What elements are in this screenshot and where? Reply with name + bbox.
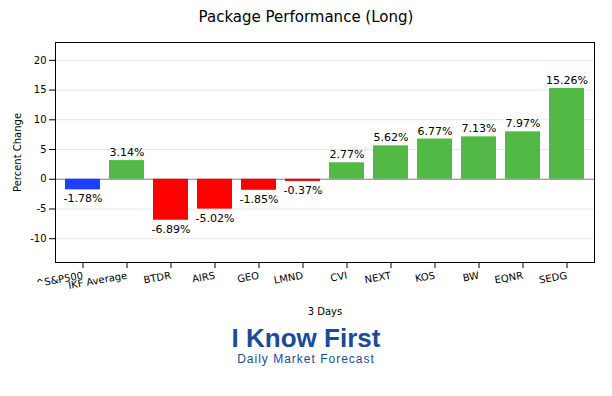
- svg-text:-1.85%: -1.85%: [240, 193, 279, 206]
- svg-text:BW: BW: [462, 270, 480, 284]
- svg-text:-1.78%: -1.78%: [64, 192, 103, 205]
- svg-text:KOS: KOS: [414, 270, 436, 284]
- svg-text:NEXT: NEXT: [364, 270, 393, 286]
- svg-text:Percent Change: Percent Change: [12, 113, 23, 192]
- svg-text:IKF Average: IKF Average: [67, 270, 128, 291]
- svg-text:AIRS: AIRS: [191, 270, 216, 285]
- svg-text:-10: -10: [30, 233, 46, 244]
- svg-text:0: 0: [40, 173, 46, 184]
- svg-text:20: 20: [34, 55, 47, 66]
- svg-text:15: 15: [34, 84, 47, 95]
- svg-text:SEDG: SEDG: [538, 270, 568, 286]
- svg-text:6.77%: 6.77%: [418, 125, 453, 138]
- svg-text:3.14%: 3.14%: [110, 146, 145, 159]
- svg-text:3 Days: 3 Days: [308, 306, 343, 317]
- svg-text:-0.37%: -0.37%: [284, 184, 323, 197]
- svg-text:7.97%: 7.97%: [506, 117, 541, 130]
- svg-text:2.77%: 2.77%: [330, 148, 365, 161]
- svg-text:-5.02%: -5.02%: [196, 212, 235, 225]
- svg-text:CVI: CVI: [329, 270, 347, 284]
- svg-text:-5: -5: [37, 203, 47, 214]
- svg-text:-6.89%: -6.89%: [152, 223, 191, 236]
- svg-text:5.62%: 5.62%: [374, 131, 409, 144]
- svg-text:^S&P500: ^S&P500: [35, 269, 84, 289]
- svg-text:10: 10: [34, 114, 47, 125]
- html-text:Package Performance (Long): Package Performance (Long): [198, 8, 414, 26]
- svg-text:GEO: GEO: [236, 270, 260, 285]
- svg-text:15.26%: 15.26%: [546, 74, 588, 87]
- svg-text:5: 5: [40, 144, 46, 155]
- svg-text:BTDR: BTDR: [143, 270, 172, 286]
- svg-text:7.13%: 7.13%: [462, 122, 497, 135]
- html-text:I Know First: I Know First: [231, 323, 381, 353]
- html-text:Daily Market Forecast: Daily Market Forecast: [237, 351, 375, 366]
- svg-text:LMND: LMND: [273, 270, 304, 286]
- svg-text:EQNR: EQNR: [494, 270, 524, 286]
